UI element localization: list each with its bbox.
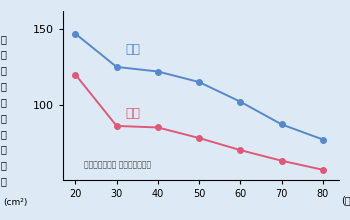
Text: 男性: 男性 [125, 43, 140, 56]
Text: (cm²): (cm²) [4, 198, 28, 207]
Text: （: （ [1, 113, 6, 123]
Text: 筑波大学大学院 久野研究室調べ: 筑波大学大学院 久野研究室調べ [84, 161, 151, 170]
Text: 女性: 女性 [125, 107, 140, 120]
Text: (歳): (歳) [342, 196, 350, 205]
Text: ）: ） [1, 176, 6, 186]
Text: 横: 横 [1, 50, 6, 60]
Text: 積: 積 [1, 97, 6, 107]
Text: 量: 量 [1, 160, 6, 170]
Text: 筋: 筋 [1, 129, 6, 139]
Text: 筋: 筋 [1, 34, 6, 44]
Text: 肉: 肉 [1, 145, 6, 155]
Text: 面: 面 [1, 81, 6, 91]
Text: 断: 断 [1, 65, 6, 75]
